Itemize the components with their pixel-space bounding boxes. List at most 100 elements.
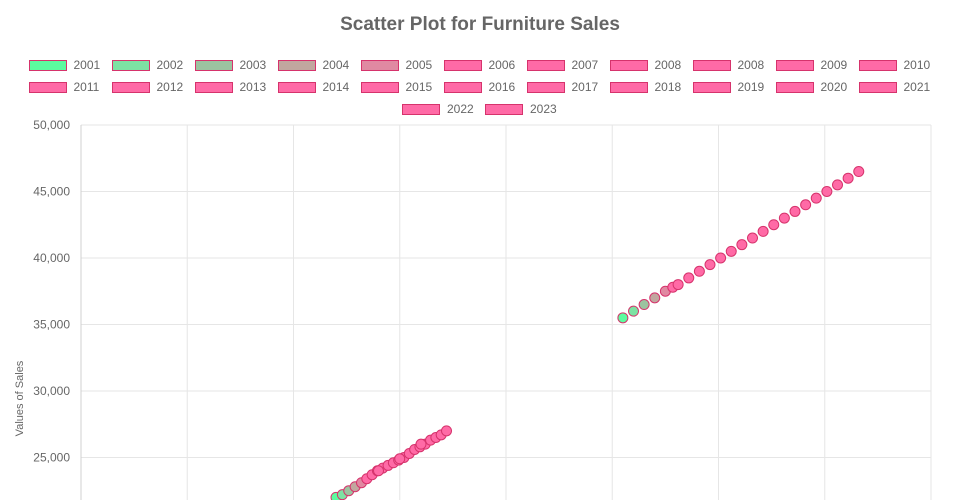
legend-item[interactable]: 2008 [609, 54, 683, 76]
y-axis-label: Values of Sales [14, 360, 26, 436]
legend-item[interactable]: 2012 [111, 76, 185, 98]
legend-swatch [277, 81, 316, 93]
data-point[interactable] [628, 305, 639, 317]
legend-label: 2021 [903, 80, 931, 94]
legend-item[interactable]: 2004 [277, 54, 351, 76]
legend-row: 2011 2012 2013 2014 2015 2016 2017 2018 2019 2020… [0, 76, 960, 98]
data-point[interactable] [810, 192, 822, 204]
legend-swatch [609, 59, 648, 71]
legend-swatch [111, 81, 150, 93]
data-point[interactable] [394, 453, 406, 465]
legend-swatch [360, 59, 399, 71]
legend-swatch [775, 81, 814, 93]
legend-label: 2007 [571, 58, 599, 72]
legend-swatch [775, 59, 814, 71]
y-tick-label: 50,000 [33, 118, 70, 132]
legend-label: 2015 [405, 80, 433, 94]
legend-swatch [194, 81, 233, 93]
legend-item[interactable]: 2013 [194, 76, 268, 98]
data-point[interactable] [441, 425, 452, 437]
data-point[interactable] [715, 252, 727, 264]
legend-label: 2009 [820, 58, 848, 72]
data-point[interactable] [800, 199, 812, 211]
legend-label: 2008 [654, 58, 682, 72]
legend-row: 2022 2023 [0, 98, 960, 120]
data-point[interactable] [789, 205, 801, 217]
data-point[interactable] [415, 438, 427, 450]
legend-swatch [526, 59, 565, 71]
legend-swatch [28, 81, 67, 93]
legend-item[interactable]: 2002 [111, 54, 185, 76]
data-points [330, 166, 865, 500]
legend-label: 2018 [654, 80, 682, 94]
legend-label: 2019 [737, 80, 765, 94]
legend-label: 2006 [488, 58, 516, 72]
legend-label: 2011 [73, 80, 100, 94]
data-point[interactable] [638, 299, 650, 311]
legend-item[interactable]: 2022 [402, 98, 475, 120]
legend-swatch [360, 81, 399, 93]
data-point[interactable] [747, 232, 758, 244]
legend-item[interactable]: 2018 [609, 76, 683, 98]
legend-item[interactable]: 2007 [526, 54, 600, 76]
legend-item[interactable]: 2010 [858, 54, 932, 76]
y-tick-label: 35,000 [33, 317, 70, 331]
legend-item[interactable]: 2005 [360, 54, 434, 76]
y-tick-label: 45,000 [33, 184, 70, 198]
legend-swatch [194, 59, 233, 71]
legend-row: 2001 2002 2003 2004 2005 2006 2007 2008 2008 2009… [0, 54, 960, 76]
legend-swatch [526, 81, 565, 93]
legend-swatch [443, 59, 482, 71]
legend-swatch [692, 81, 731, 93]
data-point[interactable] [778, 212, 790, 224]
data-point[interactable] [693, 265, 705, 277]
legend-item[interactable]: 2008 [692, 54, 766, 76]
legend-label: 2022 [447, 102, 474, 116]
legend-item[interactable]: 2020 [775, 76, 849, 98]
data-point[interactable] [821, 185, 833, 197]
legend: 2001 2002 2003 2004 2005 2006 2007 2008 2008 2009… [0, 54, 960, 120]
y-tick-label: 25,000 [33, 450, 70, 464]
legend-label: 2023 [530, 102, 557, 116]
data-point[interactable] [373, 465, 384, 477]
legend-item[interactable]: 2019 [692, 76, 766, 98]
legend-label: 2020 [820, 80, 848, 94]
legend-item[interactable]: 2009 [775, 54, 849, 76]
legend-item[interactable]: 2015 [360, 76, 434, 98]
data-point[interactable] [672, 279, 684, 291]
legend-item[interactable]: 2001 [28, 54, 102, 76]
legend-item[interactable]: 2017 [526, 76, 600, 98]
legend-label: 2008 [737, 58, 765, 72]
data-point[interactable] [683, 272, 695, 284]
legend-label: 2016 [488, 80, 516, 94]
legend-item[interactable]: 2011 [28, 76, 102, 98]
data-point[interactable] [617, 312, 629, 324]
legend-swatch [609, 81, 648, 93]
legend-swatch [111, 59, 150, 71]
legend-swatch [858, 81, 897, 93]
legend-item[interactable]: 2021 [858, 76, 932, 98]
data-point[interactable] [757, 225, 769, 237]
data-point[interactable] [649, 292, 661, 304]
legend-item[interactable]: 2014 [277, 76, 351, 98]
legend-label: 2013 [239, 80, 267, 94]
legend-item[interactable]: 2003 [194, 54, 268, 76]
legend-label: 2003 [239, 58, 267, 72]
legend-swatch [277, 59, 316, 71]
data-point[interactable] [853, 166, 865, 178]
data-point[interactable] [832, 179, 843, 191]
legend-swatch [443, 81, 482, 93]
legend-swatch [28, 59, 67, 71]
data-point[interactable] [725, 245, 737, 257]
data-point[interactable] [842, 172, 854, 184]
y-tick-label: 30,000 [33, 384, 70, 398]
legend-item[interactable]: 2006 [443, 54, 517, 76]
data-point[interactable] [736, 239, 748, 251]
chart-title: Scatter Plot for Furniture Sales [340, 14, 620, 35]
legend-item[interactable]: 2016 [443, 76, 517, 98]
legend-item[interactable]: 2023 [485, 98, 558, 120]
data-point[interactable] [704, 259, 716, 271]
legend-label: 2014 [322, 80, 350, 94]
data-point[interactable] [768, 219, 780, 231]
legend-label: 2001 [73, 58, 101, 72]
